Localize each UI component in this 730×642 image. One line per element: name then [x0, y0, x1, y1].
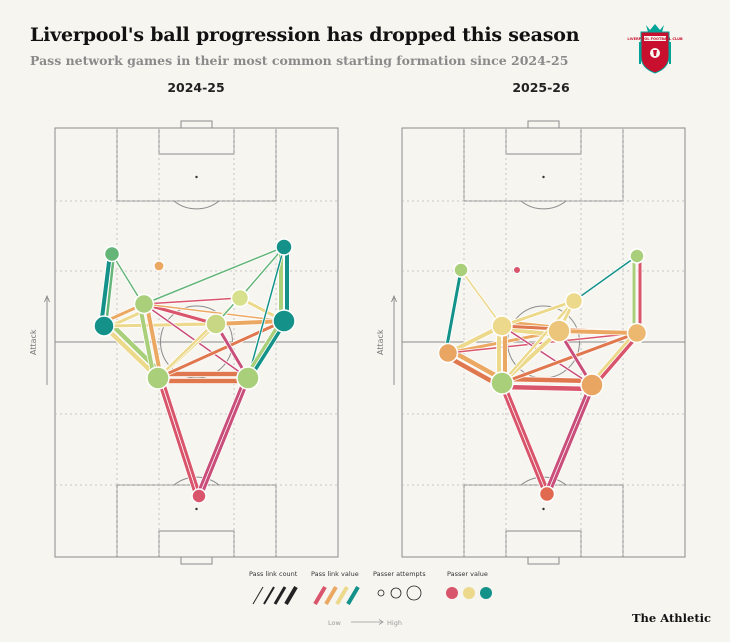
passer-node [437, 342, 459, 364]
passer-node [103, 245, 121, 263]
passer-node [146, 366, 170, 390]
legend-low: Low [328, 619, 341, 627]
pass-link [143, 301, 217, 327]
passer-node [453, 262, 469, 278]
passer-node [490, 371, 514, 395]
attack-label: Attack [376, 329, 385, 355]
attack-arrow [391, 294, 397, 385]
pitch-title-2025-26: 2025-26 [512, 80, 570, 95]
pass-link [443, 269, 464, 352]
pass-link [143, 296, 241, 306]
pass-link [137, 305, 157, 379]
passer-node [513, 266, 521, 274]
pass-link [546, 384, 597, 495]
legend-passer-value-swatches [446, 587, 492, 599]
legend-pass-link-count: Pass link count [249, 570, 298, 578]
pass-link [159, 377, 203, 497]
pass-link [143, 302, 285, 323]
passer-node [205, 313, 227, 335]
pass-link [98, 253, 113, 327]
pitch-title-2024-25: 2024-25 [167, 80, 225, 95]
legend-passer-attempts-swatches [377, 585, 422, 601]
passer-nodes-2025-26 [437, 248, 648, 503]
pass-link [573, 254, 638, 303]
pass-link [501, 384, 593, 392]
attack-arrow [44, 294, 50, 385]
pass-link [104, 253, 116, 327]
passer-node [538, 485, 556, 503]
legend-link-value-swatches [313, 585, 360, 606]
legend: Pass link count Pass link value Passer a… [249, 570, 492, 627]
pass-link [198, 377, 252, 497]
passer-node [629, 248, 645, 264]
pass-links-2025-26 [443, 254, 643, 495]
passer-node [547, 319, 571, 343]
passer-node [626, 322, 648, 344]
passer-node [580, 373, 604, 397]
legend-pass-link-value: Pass link value [311, 570, 359, 578]
page-subtitle: Pass network games in their most common … [30, 53, 569, 68]
pass-link [155, 377, 199, 497]
pitch-2024-25: Attack [29, 120, 339, 565]
crest-text: LIVERPOOL FOOTBALL CLUB [627, 37, 683, 41]
liverpool-crest-logo: LIVERPOOL FOOTBALL CLUB [627, 24, 683, 74]
passer-node [93, 315, 115, 337]
passer-node [230, 288, 250, 308]
pass-link [238, 246, 286, 299]
legend-passer-value: Passer value [447, 570, 488, 578]
pass-link [246, 246, 286, 379]
passer-node [491, 315, 513, 337]
pass-link [459, 269, 504, 327]
pass-link [101, 323, 161, 381]
pass-link [501, 324, 593, 387]
attack-label: Attack [29, 329, 38, 355]
pass-link [500, 299, 576, 385]
passer-node [272, 309, 296, 333]
passer-node [275, 238, 293, 256]
legend-high: High [387, 619, 402, 627]
pass-link [558, 328, 638, 336]
pass-link [194, 377, 248, 497]
passer-node [191, 488, 207, 504]
passer-node [236, 366, 260, 390]
page-title: Liverpool's ball progression has dropped… [30, 24, 580, 46]
the-athletic-logo: The Athletic [632, 611, 712, 625]
pass-link [497, 382, 548, 495]
passer-nodes-2024-25 [93, 238, 296, 504]
pass-link [103, 321, 217, 329]
pass-link [501, 382, 552, 495]
pass-link [157, 318, 285, 381]
passer-node [153, 260, 165, 272]
pass-link [542, 384, 593, 495]
pass-link [143, 245, 285, 306]
pass-link [501, 298, 575, 329]
pass-link [144, 305, 164, 379]
legend-link-count-swatches [252, 585, 298, 606]
legend-passer-attempts: Passer attempts [373, 570, 426, 578]
pass-link [501, 330, 638, 386]
passer-node [133, 293, 155, 315]
passer-node [564, 291, 584, 311]
